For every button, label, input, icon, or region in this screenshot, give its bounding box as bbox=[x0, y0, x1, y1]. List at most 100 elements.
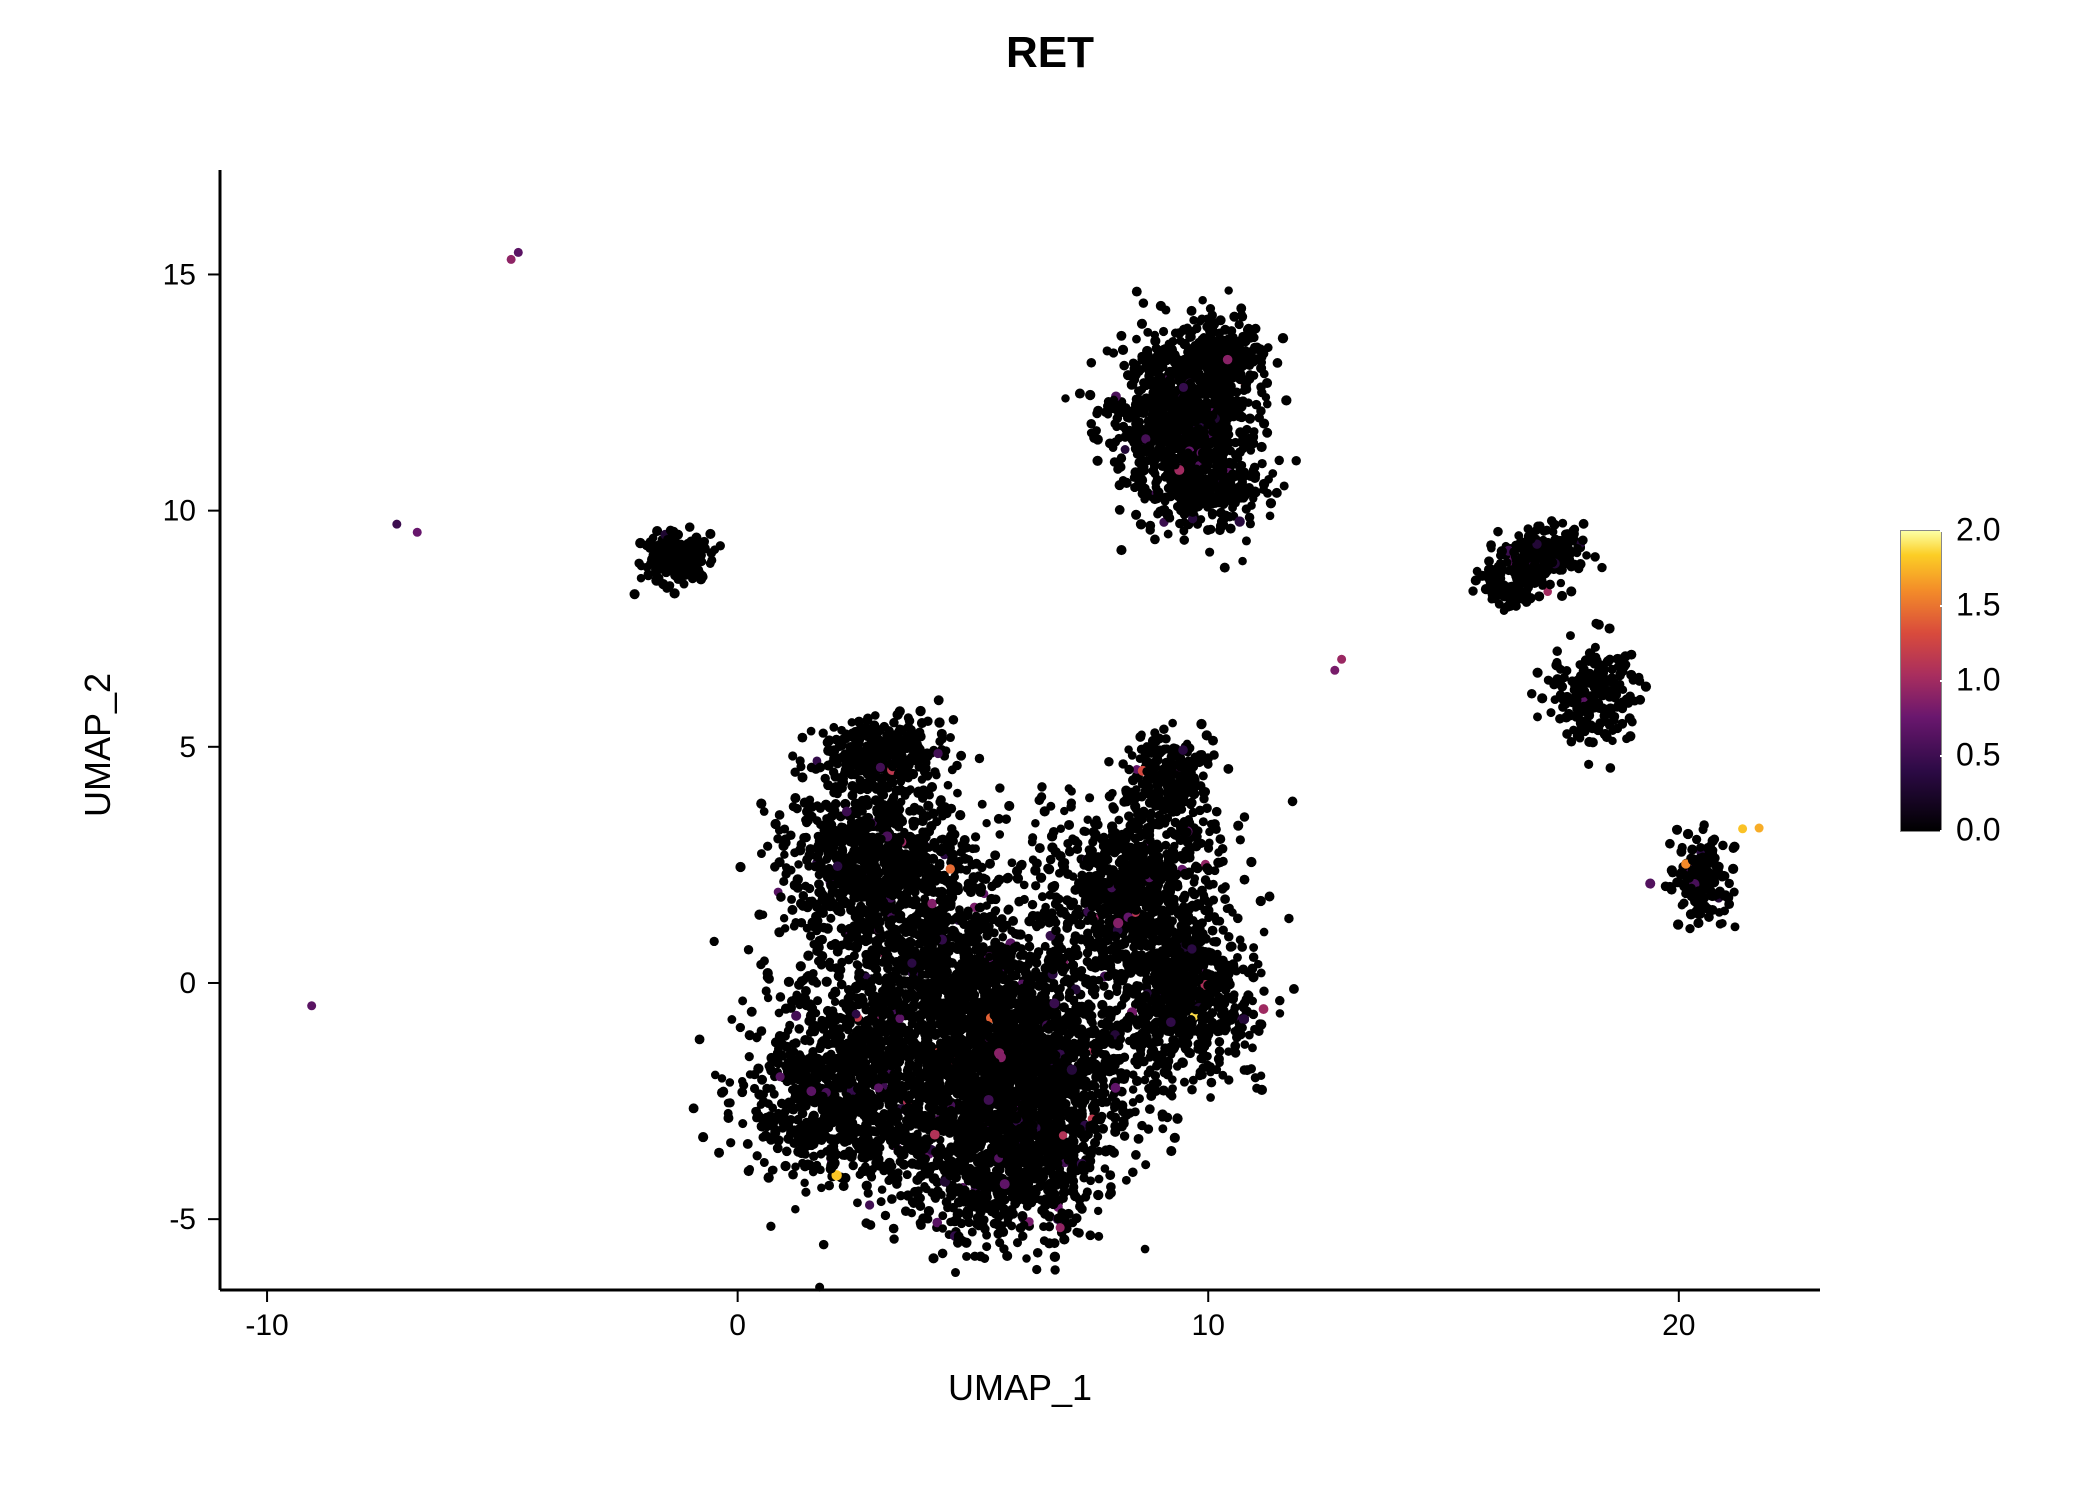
cell-point bbox=[999, 1010, 1008, 1019]
cell-point bbox=[938, 916, 948, 926]
cell-point bbox=[876, 834, 886, 844]
cell-point bbox=[1220, 894, 1230, 904]
cell-point bbox=[1167, 827, 1176, 836]
cell-point bbox=[1199, 817, 1208, 826]
cell-point bbox=[1024, 934, 1032, 942]
cell-point bbox=[817, 961, 826, 970]
cell-point bbox=[919, 951, 929, 961]
cell-point bbox=[871, 955, 880, 964]
cell-point bbox=[901, 859, 910, 868]
cell-point bbox=[974, 871, 982, 879]
cell-point bbox=[807, 727, 816, 736]
cell-point bbox=[770, 862, 780, 872]
cell-point bbox=[1051, 926, 1061, 936]
cell-point bbox=[918, 808, 926, 816]
cell-point bbox=[1122, 851, 1131, 860]
cell-point bbox=[760, 807, 769, 816]
cell-point bbox=[867, 898, 876, 907]
cell-point bbox=[1093, 1132, 1102, 1141]
cell-point bbox=[1028, 838, 1037, 847]
cell-point bbox=[867, 1005, 876, 1014]
cell-point bbox=[870, 1017, 879, 1026]
cell-point bbox=[1029, 1098, 1039, 1108]
cell-point bbox=[960, 952, 970, 962]
cell-point bbox=[1099, 862, 1108, 871]
cell-point bbox=[965, 928, 973, 936]
cell-point bbox=[1098, 940, 1108, 950]
cell-point bbox=[970, 938, 979, 947]
cell-point bbox=[918, 816, 928, 826]
cell-point bbox=[909, 973, 918, 982]
cell-point bbox=[1141, 865, 1150, 874]
cell-point bbox=[917, 1046, 926, 1055]
cell-point bbox=[1020, 951, 1029, 960]
cell-point bbox=[1083, 934, 1093, 944]
cell-point bbox=[1062, 923, 1072, 933]
cell-point bbox=[1065, 988, 1074, 997]
cell-point bbox=[881, 822, 890, 831]
cell-point bbox=[1039, 1036, 1049, 1046]
cell-point bbox=[978, 948, 987, 957]
cell-point bbox=[983, 1057, 992, 1066]
cell-point bbox=[1005, 1000, 1014, 1009]
cell-point bbox=[996, 986, 1005, 995]
cell-point bbox=[1049, 947, 1058, 956]
cell-point bbox=[994, 814, 1004, 824]
cell-point bbox=[1204, 880, 1213, 889]
cell-point bbox=[831, 939, 840, 948]
cell-point bbox=[895, 1014, 904, 1023]
cell-point bbox=[781, 834, 791, 844]
cell-point bbox=[1071, 944, 1081, 954]
cell-point bbox=[757, 849, 766, 858]
cell-point bbox=[775, 810, 785, 820]
cell-point bbox=[971, 859, 981, 869]
cell-point bbox=[826, 914, 835, 923]
cell-point bbox=[1040, 806, 1050, 816]
cell-point bbox=[1170, 842, 1179, 851]
cell-point bbox=[1084, 861, 1094, 871]
cell-point bbox=[910, 803, 919, 812]
cell-point bbox=[1138, 842, 1147, 851]
cell-point bbox=[964, 906, 973, 915]
cell-point bbox=[935, 975, 944, 984]
cell-point bbox=[1153, 880, 1163, 890]
cell-point bbox=[986, 1041, 994, 1049]
cell-point bbox=[956, 1050, 964, 1058]
cell-point bbox=[908, 842, 918, 852]
cell-point bbox=[861, 979, 871, 989]
cell-point bbox=[1056, 955, 1066, 965]
cell-point bbox=[1098, 1098, 1107, 1107]
cell-point bbox=[885, 848, 895, 858]
cell-point bbox=[1010, 1071, 1019, 1080]
cell-point bbox=[1176, 853, 1185, 862]
cell-point bbox=[1118, 840, 1128, 850]
cell-point bbox=[738, 996, 747, 1005]
cell-point bbox=[814, 879, 824, 889]
cell-point bbox=[968, 1014, 978, 1024]
cell-point bbox=[924, 1001, 933, 1010]
cell-point bbox=[851, 983, 861, 993]
cell-point bbox=[952, 761, 962, 771]
cell-point bbox=[710, 937, 719, 946]
cell-point bbox=[936, 896, 945, 905]
cell-point bbox=[874, 944, 884, 954]
cell-point bbox=[990, 850, 1000, 860]
cell-point bbox=[924, 980, 933, 989]
cell-point bbox=[884, 1009, 894, 1019]
cell-point bbox=[1105, 1170, 1115, 1180]
cell-point bbox=[1080, 1041, 1090, 1051]
cell-point bbox=[1091, 819, 1101, 829]
cell-point bbox=[1037, 782, 1046, 791]
cell-point bbox=[1218, 844, 1228, 854]
cell-point bbox=[1069, 936, 1078, 945]
cell-point bbox=[826, 880, 836, 890]
cell-point bbox=[803, 951, 813, 961]
cell-point bbox=[826, 871, 836, 881]
cell-point bbox=[1067, 898, 1076, 907]
cell-point bbox=[1010, 1057, 1019, 1066]
cell-point bbox=[1003, 906, 1012, 915]
cell-point bbox=[1193, 899, 1203, 909]
cell-point bbox=[957, 988, 967, 998]
cell-point bbox=[981, 1027, 991, 1037]
cell-point bbox=[782, 863, 791, 872]
